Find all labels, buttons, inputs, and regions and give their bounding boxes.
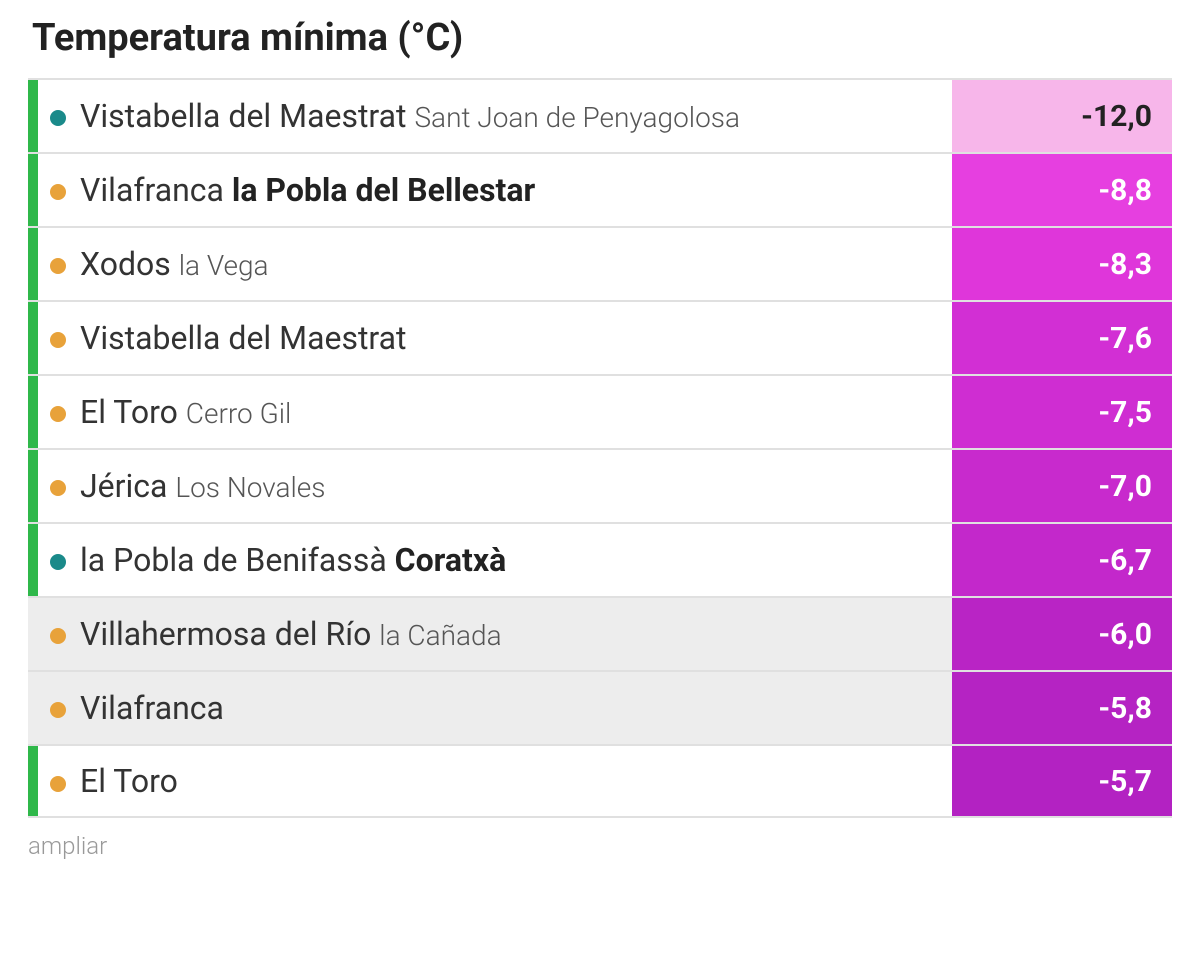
location-cell: El Toro — [38, 746, 952, 816]
row-accent-bar — [28, 746, 38, 816]
location-sub: Sant Joan de Penyagolosa — [414, 101, 740, 134]
location-main: Vilafranca — [80, 171, 224, 209]
temperature-value: -12,0 — [952, 80, 1172, 152]
temperature-table: Vistabella del Maestrat Sant Joan de Pen… — [28, 78, 1172, 818]
location-main: Jérica — [80, 467, 167, 505]
table-row: El Toro Cerro Gil -7,5 — [28, 374, 1172, 448]
table-row: Vilafranca la Pobla del Bellestar -8,8 — [28, 152, 1172, 226]
location-sub: la Cañada — [379, 619, 501, 652]
bullet-icon — [50, 702, 66, 718]
location-main: la Pobla de Benifassà — [80, 541, 387, 579]
temperature-value: -6,7 — [952, 524, 1172, 596]
location-sub: Los Novales — [175, 471, 325, 504]
location-label: Vistabella del Maestrat Sant Joan de Pen… — [80, 96, 740, 136]
location-label: Villahermosa del Río la Cañada — [80, 614, 502, 654]
location-label: El Toro Cerro Gil — [80, 392, 291, 432]
location-label: Vilafranca — [80, 688, 224, 728]
location-sub: la Pobla del Bellestar — [232, 171, 535, 209]
location-label: Vistabella del Maestrat — [80, 318, 407, 358]
location-cell: la Pobla de Benifassà Coratxà — [38, 524, 952, 596]
temperature-value: -7,6 — [952, 302, 1172, 374]
bullet-icon — [50, 406, 66, 422]
row-accent-bar — [28, 154, 38, 226]
location-sub: Cerro Gil — [186, 397, 292, 430]
expand-link[interactable]: ampliar — [28, 832, 1172, 860]
bullet-icon — [50, 110, 66, 126]
table-row: Vistabella del Maestrat Sant Joan de Pen… — [28, 78, 1172, 152]
row-accent-bar — [28, 376, 38, 448]
temperature-value: -6,0 — [952, 598, 1172, 670]
location-main: Vistabella del Maestrat — [80, 319, 407, 357]
row-accent-bar — [28, 80, 38, 152]
location-cell: Vistabella del Maestrat — [38, 302, 952, 374]
table-row: Xodos la Vega -8,3 — [28, 226, 1172, 300]
location-main: El Toro — [80, 393, 178, 431]
location-label: Jérica Los Novales — [80, 466, 325, 506]
temperature-value: -7,5 — [952, 376, 1172, 448]
row-accent-bar — [28, 598, 38, 670]
location-sub: Coratxà — [395, 541, 507, 579]
bullet-icon — [50, 258, 66, 274]
table-row: la Pobla de Benifassà Coratxà -6,7 — [28, 522, 1172, 596]
bullet-icon — [50, 480, 66, 496]
location-cell: El Toro Cerro Gil — [38, 376, 952, 448]
row-accent-bar — [28, 450, 38, 522]
bullet-icon — [50, 776, 66, 792]
bullet-icon — [50, 628, 66, 644]
table-row: El Toro -5,7 — [28, 744, 1172, 818]
table-row: Villahermosa del Río la Cañada -6,0 — [28, 596, 1172, 670]
table-row: Vistabella del Maestrat -7,6 — [28, 300, 1172, 374]
row-accent-bar — [28, 302, 38, 374]
row-accent-bar — [28, 672, 38, 744]
location-label: Vilafranca la Pobla del Bellestar — [80, 170, 535, 210]
bullet-icon — [50, 332, 66, 348]
temperature-value: -5,8 — [952, 672, 1172, 744]
temperature-value: -7,0 — [952, 450, 1172, 522]
bullet-icon — [50, 184, 66, 200]
temperature-value: -8,8 — [952, 154, 1172, 226]
temperature-value: -8,3 — [952, 228, 1172, 300]
bullet-icon — [50, 554, 66, 570]
table-row: Jérica Los Novales -7,0 — [28, 448, 1172, 522]
location-main: Xodos — [80, 245, 171, 283]
location-main: Vistabella del Maestrat — [80, 97, 407, 135]
location-cell: Villahermosa del Río la Cañada — [38, 598, 952, 670]
location-cell: Vistabella del Maestrat Sant Joan de Pen… — [38, 80, 952, 152]
location-main: Villahermosa del Río — [80, 615, 371, 653]
location-sub: la Vega — [179, 249, 269, 282]
page-title: Temperatura mínima (°C) — [32, 16, 1172, 60]
location-label: la Pobla de Benifassà Coratxà — [80, 540, 506, 580]
location-main: El Toro — [80, 762, 178, 800]
location-cell: Jérica Los Novales — [38, 450, 952, 522]
location-cell: Vilafranca la Pobla del Bellestar — [38, 154, 952, 226]
temperature-value: -5,7 — [952, 746, 1172, 816]
location-main: Vilafranca — [80, 689, 224, 727]
location-cell: Vilafranca — [38, 672, 952, 744]
location-label: El Toro — [80, 761, 178, 801]
table-row: Vilafranca -5,8 — [28, 670, 1172, 744]
location-label: Xodos la Vega — [80, 244, 269, 284]
location-cell: Xodos la Vega — [38, 228, 952, 300]
row-accent-bar — [28, 228, 38, 300]
row-accent-bar — [28, 524, 38, 596]
